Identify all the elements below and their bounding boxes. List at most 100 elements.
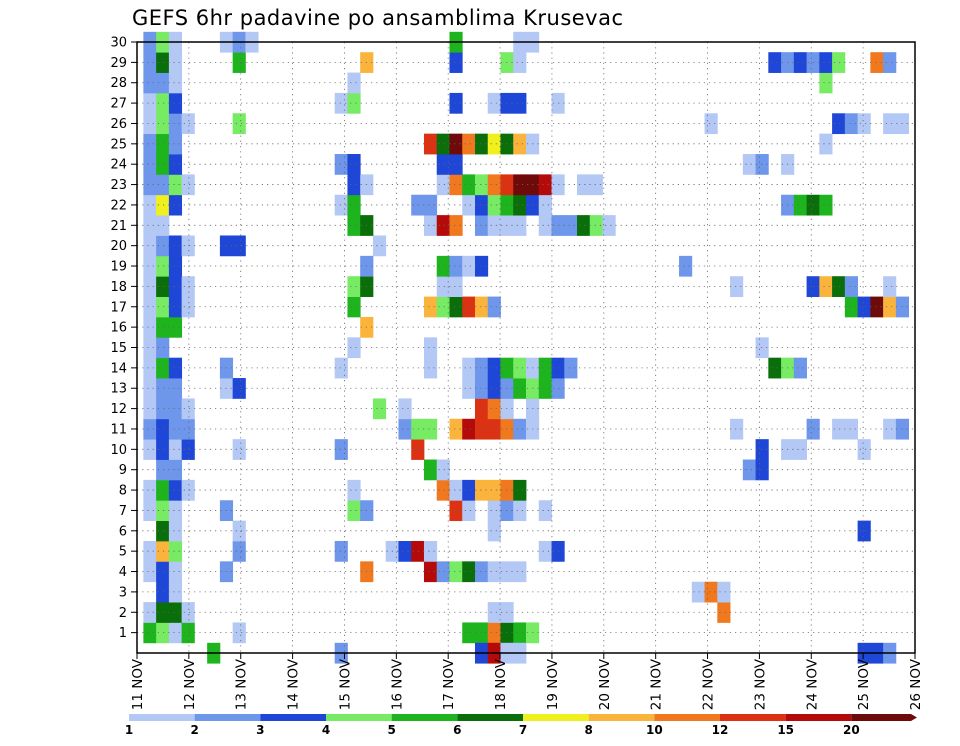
y-tick-label: 6	[119, 524, 127, 539]
heatmap-cell	[156, 602, 170, 623]
color-legend: 1 2 3 4 5 6 7 8 10 12 15 20	[125, 714, 917, 737]
heatmap-cell	[347, 154, 361, 175]
x-tick-label: 19 NOV	[545, 658, 561, 710]
heatmap-cell	[423, 296, 438, 318]
heatmap-cell	[449, 215, 463, 236]
heatmap-cell	[730, 276, 744, 297]
legend-swatch	[588, 714, 655, 721]
heatmap-cell	[156, 500, 170, 522]
heatmap-cell	[156, 337, 170, 359]
heatmap-cell	[462, 418, 476, 440]
heatmap-cell	[487, 174, 501, 196]
heatmap-cell	[156, 92, 170, 114]
heatmap-cell	[423, 194, 438, 216]
heatmap-cell	[143, 194, 157, 216]
heatmap-cell	[143, 235, 157, 257]
heatmap-cell	[168, 316, 183, 338]
heatmap-cell	[143, 622, 157, 644]
heatmap-cell	[168, 194, 183, 216]
heatmap-cell	[168, 561, 183, 583]
heatmap-cell	[143, 72, 157, 94]
heatmap-cell	[423, 337, 438, 359]
chart-title: GEFS 6hr padavine po ansamblima Krusevac	[132, 6, 624, 30]
heatmap-cell	[844, 418, 859, 440]
heatmap-cell	[449, 154, 463, 175]
heatmap-cell	[143, 602, 157, 623]
axes: 1234567891011121314151617181920212223242…	[110, 36, 924, 711]
y-tick-label: 29	[110, 56, 127, 71]
heatmap-cell	[168, 500, 183, 522]
heatmap-cell	[411, 540, 425, 562]
legend-label: 4	[322, 723, 330, 737]
heatmap-cell	[449, 479, 463, 501]
heatmap-cell	[487, 215, 501, 236]
heatmap-cell	[181, 439, 195, 460]
heatmap-cell	[168, 439, 183, 460]
heatmap-cell	[398, 398, 412, 420]
heatmap-cell	[156, 72, 170, 94]
heatmap-cell	[168, 113, 183, 135]
heatmap-cell	[551, 92, 565, 114]
heatmap-cell	[347, 276, 361, 297]
heatmap-cell	[143, 418, 157, 440]
y-tick-label: 16	[110, 321, 127, 336]
heatmap-cell	[487, 622, 501, 644]
heatmap-cell	[347, 500, 361, 522]
y-tick-label: 7	[119, 504, 127, 519]
heatmap-cell	[844, 296, 859, 318]
y-tick-label: 9	[119, 463, 127, 478]
heatmap-cell	[168, 276, 183, 297]
heatmap-cell	[551, 540, 565, 562]
y-tick-label: 30	[110, 36, 127, 51]
heatmap-cell	[793, 194, 807, 216]
heatmap-cell	[577, 215, 591, 236]
heatmap-cell	[411, 439, 425, 460]
heatmap-cell	[551, 174, 565, 196]
heatmap-cell	[423, 418, 438, 440]
heatmap-cell	[742, 154, 756, 175]
legend-label: 12	[712, 723, 729, 737]
heatmap-cell	[156, 276, 170, 297]
heatmap-cell	[577, 174, 591, 196]
legend-label: 20	[843, 723, 860, 737]
heatmap-cell	[704, 113, 718, 135]
heatmap-cell	[143, 92, 157, 114]
heatmap-cell	[487, 520, 501, 542]
heatmap-cell	[487, 561, 501, 583]
heatmap-cell	[156, 194, 170, 216]
legend-label: 8	[584, 723, 592, 737]
heatmap-cell	[347, 174, 361, 196]
heatmap-cell	[870, 52, 884, 73]
heatmap-cell	[156, 215, 170, 236]
heatmap-cell	[819, 276, 833, 297]
heatmap-cell	[487, 296, 501, 318]
heatmap-cell	[513, 215, 527, 236]
heatmap-cell	[143, 133, 157, 155]
heatmap-cell	[832, 276, 846, 297]
heatmap-cell	[156, 316, 170, 338]
heatmap-cell	[551, 215, 565, 236]
heatmap-cell	[436, 154, 450, 175]
x-tick-label: 23 NOV	[752, 658, 768, 710]
heatmap-cell	[423, 215, 438, 236]
heatmap-cell	[474, 357, 489, 379]
heatmap-cell	[156, 479, 170, 501]
heatmap-cell	[870, 296, 884, 318]
heatmap-cell	[436, 296, 450, 318]
heatmap-cells	[143, 31, 910, 664]
heatmap-cell	[181, 235, 195, 257]
heatmap-cell	[156, 418, 170, 440]
heatmap-cell	[857, 520, 871, 542]
heatmap-cell	[156, 581, 170, 603]
heatmap-cell	[143, 540, 157, 562]
y-tick-label: 18	[110, 280, 127, 295]
heatmap-cell	[793, 52, 807, 73]
heatmap-cell	[717, 602, 731, 623]
heatmap-cell	[513, 561, 527, 583]
heatmap-cell	[487, 418, 501, 440]
heatmap-cell	[347, 194, 361, 216]
heatmap-cell	[143, 439, 157, 460]
heatmap-cell	[679, 255, 693, 277]
legend-label: 10	[646, 723, 663, 737]
heatmap-cell	[156, 235, 170, 257]
